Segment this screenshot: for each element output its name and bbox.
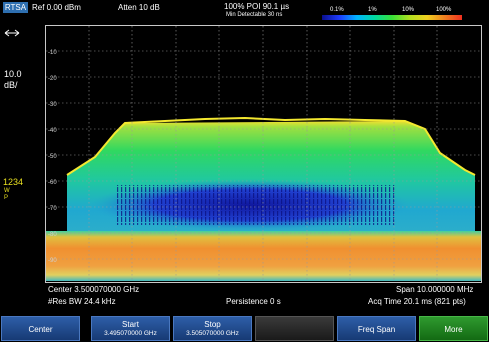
grid — [46, 26, 481, 282]
center-frequency-readout[interactable]: Center 3.500070000 GHz — [48, 285, 140, 294]
y-tick-label: -20 — [48, 76, 57, 82]
blank-softkey[interactable] — [255, 316, 334, 341]
left-info-panel: 10.0 dB/ 1234 W P — [0, 25, 45, 315]
noise-texture — [115, 185, 395, 225]
trace-mode-2: P — [4, 195, 9, 201]
poi-readout: 100% POI 90.1 µs — [224, 2, 290, 11]
softkey-value: 3.505070000 GHz — [186, 330, 239, 337]
freq-span-softkey[interactable]: Freq Span — [337, 316, 416, 341]
y-tick-label: -90 — [48, 258, 57, 264]
y-tick-label: -60 — [48, 180, 57, 186]
y-tick-label: -80 — [48, 232, 57, 238]
mode-badge[interactable]: RTSA — [3, 2, 28, 13]
y-tick-label: -30 — [48, 102, 57, 108]
start-softkey[interactable]: Start 3.495070000 GHz — [91, 316, 170, 341]
persistence-scale-label-3: 10% — [402, 7, 415, 13]
softkey-label: Stop — [204, 320, 221, 329]
signal-upper-edge — [66, 116, 476, 176]
softkey-label: Center — [28, 325, 53, 334]
persistence-color-scale — [322, 15, 462, 20]
acq-time-readout[interactable]: Acq Time 20.1 ms (821 pts) — [368, 297, 466, 306]
y-tick-label: -40 — [48, 128, 57, 134]
softkey-value: 3.495070000 GHz — [104, 330, 157, 337]
y-tick-label: -70 — [48, 206, 57, 212]
ref-level[interactable]: Ref 0.00 dBm — [32, 3, 81, 12]
stop-softkey[interactable]: Stop 3.505070000 GHz — [173, 316, 252, 341]
span-readout[interactable]: Span 10.000000 MHz — [396, 285, 474, 294]
persistence-scale-label-4: 100% — [436, 7, 452, 13]
trace-mode-1: W — [4, 188, 10, 194]
trace-numbers[interactable]: 1234 — [3, 177, 24, 187]
persistence-spectrum-plot[interactable]: -10 -20 -30 -40 -50 -60 -70 -80 -90 — [45, 25, 482, 283]
top-status-bar: RTSA Ref 0.00 dBm Atten 10 dB 100% POI 9… — [0, 0, 489, 25]
center-softkey[interactable]: Center — [1, 316, 80, 341]
min-detectable-readout: Min Detectable 30 ns — [226, 12, 283, 18]
attenuation[interactable]: Atten 10 dB — [118, 3, 160, 12]
double-arrow-icon[interactable] — [4, 29, 20, 37]
scale-value[interactable]: 10.0 — [4, 69, 22, 79]
softkey-label: More — [444, 325, 463, 334]
persistence-scale-label-2: 1% — [368, 7, 377, 13]
scale-unit: dB/ — [4, 80, 18, 90]
res-bw-readout[interactable]: #Res BW 24.4 kHz — [48, 297, 116, 306]
y-tick-label: -50 — [48, 154, 57, 160]
softkey-label: Freq Span — [357, 325, 396, 334]
noise-floor — [46, 231, 481, 281]
y-tick-label: -10 — [48, 50, 57, 56]
persistence-scale-label-1: 0.1% — [330, 7, 344, 13]
softkey-label: Start — [122, 320, 139, 329]
more-softkey[interactable]: More — [419, 316, 488, 341]
persistence-readout[interactable]: Persistence 0 s — [226, 297, 281, 306]
